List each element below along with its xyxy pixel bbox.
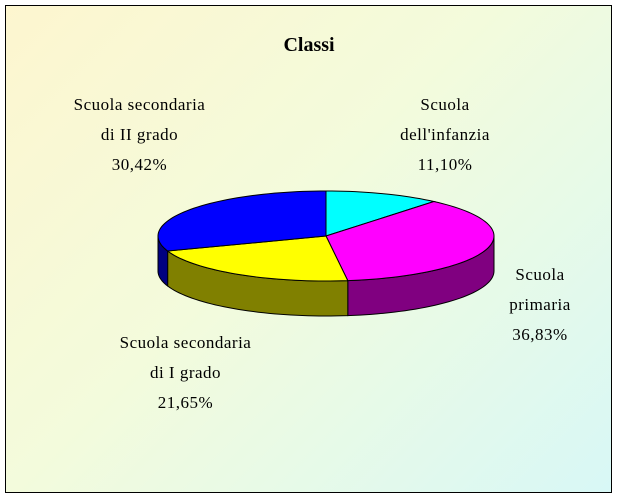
pie-slice <box>325 200 495 282</box>
data-label-name: Scuola secondaria di I grado <box>119 333 252 382</box>
data-label-name: Scuola dell'infanzia <box>400 95 490 144</box>
data-label-name: Scuola secondaria di II grado <box>73 95 206 144</box>
data-label-value: 30,42% <box>111 155 168 174</box>
data-label-name: Scuola primaria <box>509 265 571 314</box>
pie-slice <box>325 190 436 237</box>
data-label-value: 11,10% <box>417 155 473 174</box>
data-label-value: 21,65% <box>157 393 214 412</box>
data-label-value: 36,83% <box>512 325 568 344</box>
chart-title: Classi <box>283 34 335 56</box>
pie-slice <box>157 190 327 252</box>
